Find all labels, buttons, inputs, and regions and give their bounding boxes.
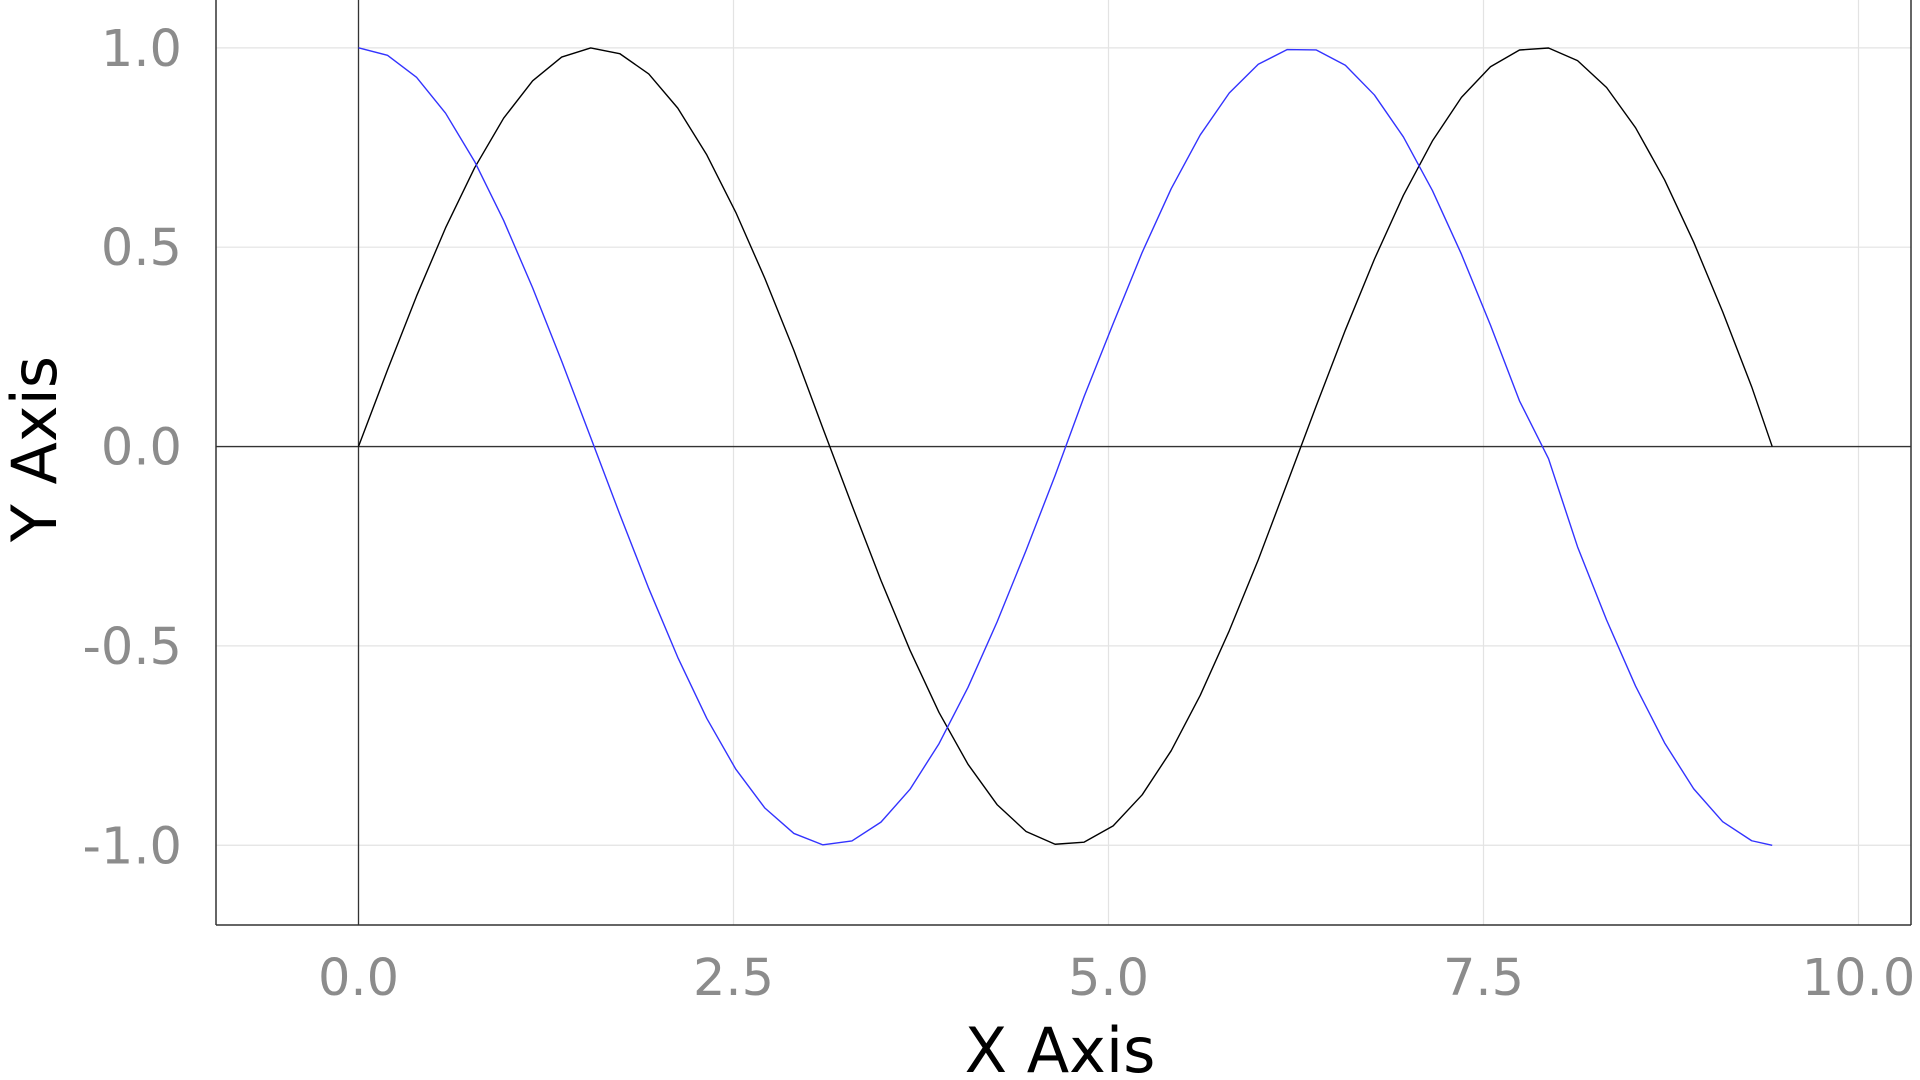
series-layer: [357, 47, 1773, 846]
y-tick-label-4: -1.0: [82, 817, 182, 876]
series-line-2: [358, 47, 1773, 846]
y-axis-title: Y Axis: [0, 356, 71, 543]
x-tick-labels: 0.0 2.5 5.0 7.5 10.0: [318, 949, 1915, 1008]
x-axis-title: X Axis: [965, 1014, 1156, 1080]
x-tick-label-0: 0.0: [318, 949, 399, 1008]
plot-frame: [215, 0, 1912, 926]
grid-lines: [216, 0, 1911, 925]
x-tick-label-3: 7.5: [1443, 949, 1524, 1008]
zero-lines: [216, 0, 1911, 925]
x-tick-label-4: 10.0: [1802, 949, 1916, 1008]
y-tick-label-3: -0.5: [82, 618, 182, 677]
x-tick-label-1: 2.5: [693, 949, 774, 1008]
y-tick-label-0: 1.0: [101, 20, 182, 79]
y-tick-label-1: 0.5: [101, 219, 182, 278]
y-tick-label-2: 0.0: [101, 419, 182, 478]
series-line-1: [357, 47, 1773, 845]
x-tick-label-2: 5.0: [1068, 949, 1149, 1008]
y-tick-labels: 1.0 0.5 0.0 -0.5 -1.0: [82, 20, 182, 876]
